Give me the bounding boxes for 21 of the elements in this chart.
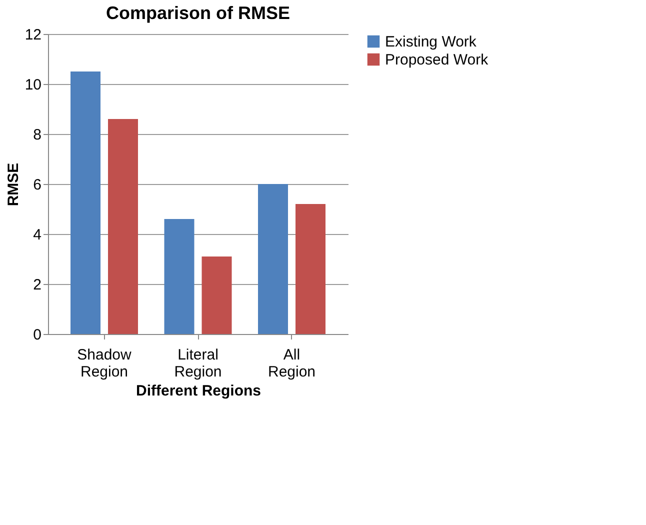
y-tick-label: 12 [24, 26, 42, 44]
y-tick-label: 0 [33, 326, 42, 344]
y-tick-label: 4 [33, 226, 42, 244]
x-tick-label: Shadow Region [77, 346, 132, 380]
bar [108, 119, 138, 334]
x-axis-title: Different Regions [136, 382, 262, 400]
y-axis-title: RMSE [4, 162, 22, 206]
legend-label: Existing Work [385, 34, 477, 50]
y-tick-label: 2 [33, 276, 42, 294]
legend-label: Proposed Work [385, 52, 489, 68]
y-tick-label: 10 [24, 76, 42, 94]
y-tick-label: 6 [33, 176, 42, 194]
chart-title: Comparison of RMSE [106, 3, 290, 23]
bar [258, 184, 288, 334]
bar [296, 204, 326, 334]
bar [70, 72, 100, 334]
x-tick-label: Literal Region [174, 346, 222, 380]
x-tick-label: All Region [268, 346, 316, 380]
bar [164, 219, 194, 334]
bar [202, 256, 232, 334]
y-tick-label: 8 [33, 126, 42, 144]
